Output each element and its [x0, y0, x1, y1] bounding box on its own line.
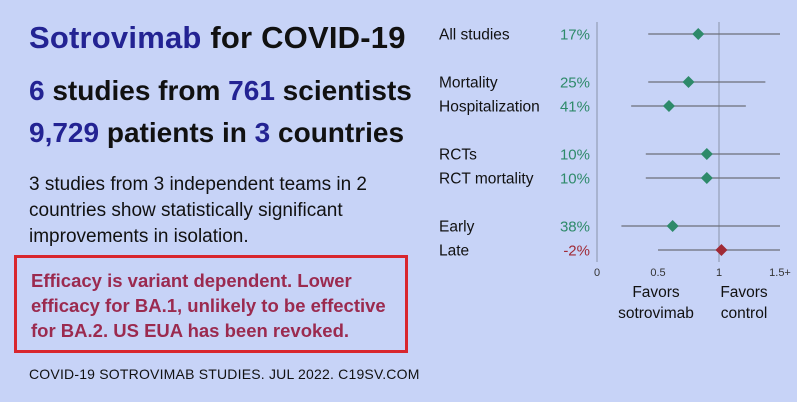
studies-text: studies from: [44, 75, 229, 106]
row-improvement: 25%: [560, 75, 590, 92]
estimate-marker: [700, 172, 713, 184]
patients-summary: 9,729 patients in 3 countries: [29, 117, 404, 149]
x-tick-label: 1: [716, 267, 722, 279]
favors-right-line1: Favors: [720, 284, 768, 301]
scientists-text: scientists: [274, 75, 412, 106]
patients-count: 9,729: [29, 117, 100, 148]
patients-text: patients in: [99, 117, 255, 148]
estimate-marker: [692, 28, 705, 40]
estimate-marker: [682, 76, 695, 88]
studies-summary: 6 studies from 761 scientists: [29, 75, 412, 107]
row-label: Late: [439, 243, 469, 260]
row-label: Hospitalization: [439, 99, 540, 116]
scientists-count: 761: [228, 75, 275, 106]
variant-alert-text: Efficacy is variant dependent. Lower eff…: [31, 270, 386, 341]
countries-count: 3: [254, 117, 271, 148]
footer-source: COVID-19 SOTROVIMAB STUDIES. JUL 2022. C…: [29, 366, 420, 382]
row-label: Early: [439, 219, 475, 236]
row-label: RCTs: [439, 147, 477, 164]
row-improvement: 17%: [560, 27, 590, 44]
row-label: RCT mortality: [439, 171, 534, 188]
x-tick-label: 0.5: [650, 267, 665, 279]
row-improvement: -2%: [563, 243, 590, 260]
page-title: Sotrovimab for COVID-19: [29, 20, 406, 56]
studies-count: 6: [29, 75, 45, 106]
row-label: All studies: [439, 27, 510, 44]
title-suffix: for COVID-19: [201, 20, 406, 55]
row-improvement: 38%: [560, 219, 590, 236]
estimate-marker: [662, 100, 675, 112]
favors-right-line2: control: [721, 305, 768, 322]
estimate-marker: [715, 244, 728, 256]
drug-name: Sotrovimab: [29, 20, 202, 55]
row-improvement: 10%: [560, 171, 590, 188]
favors-left-line1: Favors: [632, 284, 680, 301]
variant-alert-box: Efficacy is variant dependent. Lower eff…: [14, 255, 408, 353]
row-label: Mortality: [439, 75, 498, 92]
estimate-marker: [666, 220, 679, 232]
countries-text: countries: [270, 117, 405, 148]
favors-left-line2: sotrovimab: [618, 305, 694, 322]
description-text: 3 studies from 3 independent teams in 2 …: [29, 174, 367, 247]
x-tick-label: 0: [594, 267, 600, 279]
x-tick-label: 1.5+: [769, 267, 791, 279]
row-improvement: 41%: [560, 99, 590, 116]
row-improvement: 10%: [560, 147, 590, 164]
estimate-marker: [700, 148, 713, 160]
